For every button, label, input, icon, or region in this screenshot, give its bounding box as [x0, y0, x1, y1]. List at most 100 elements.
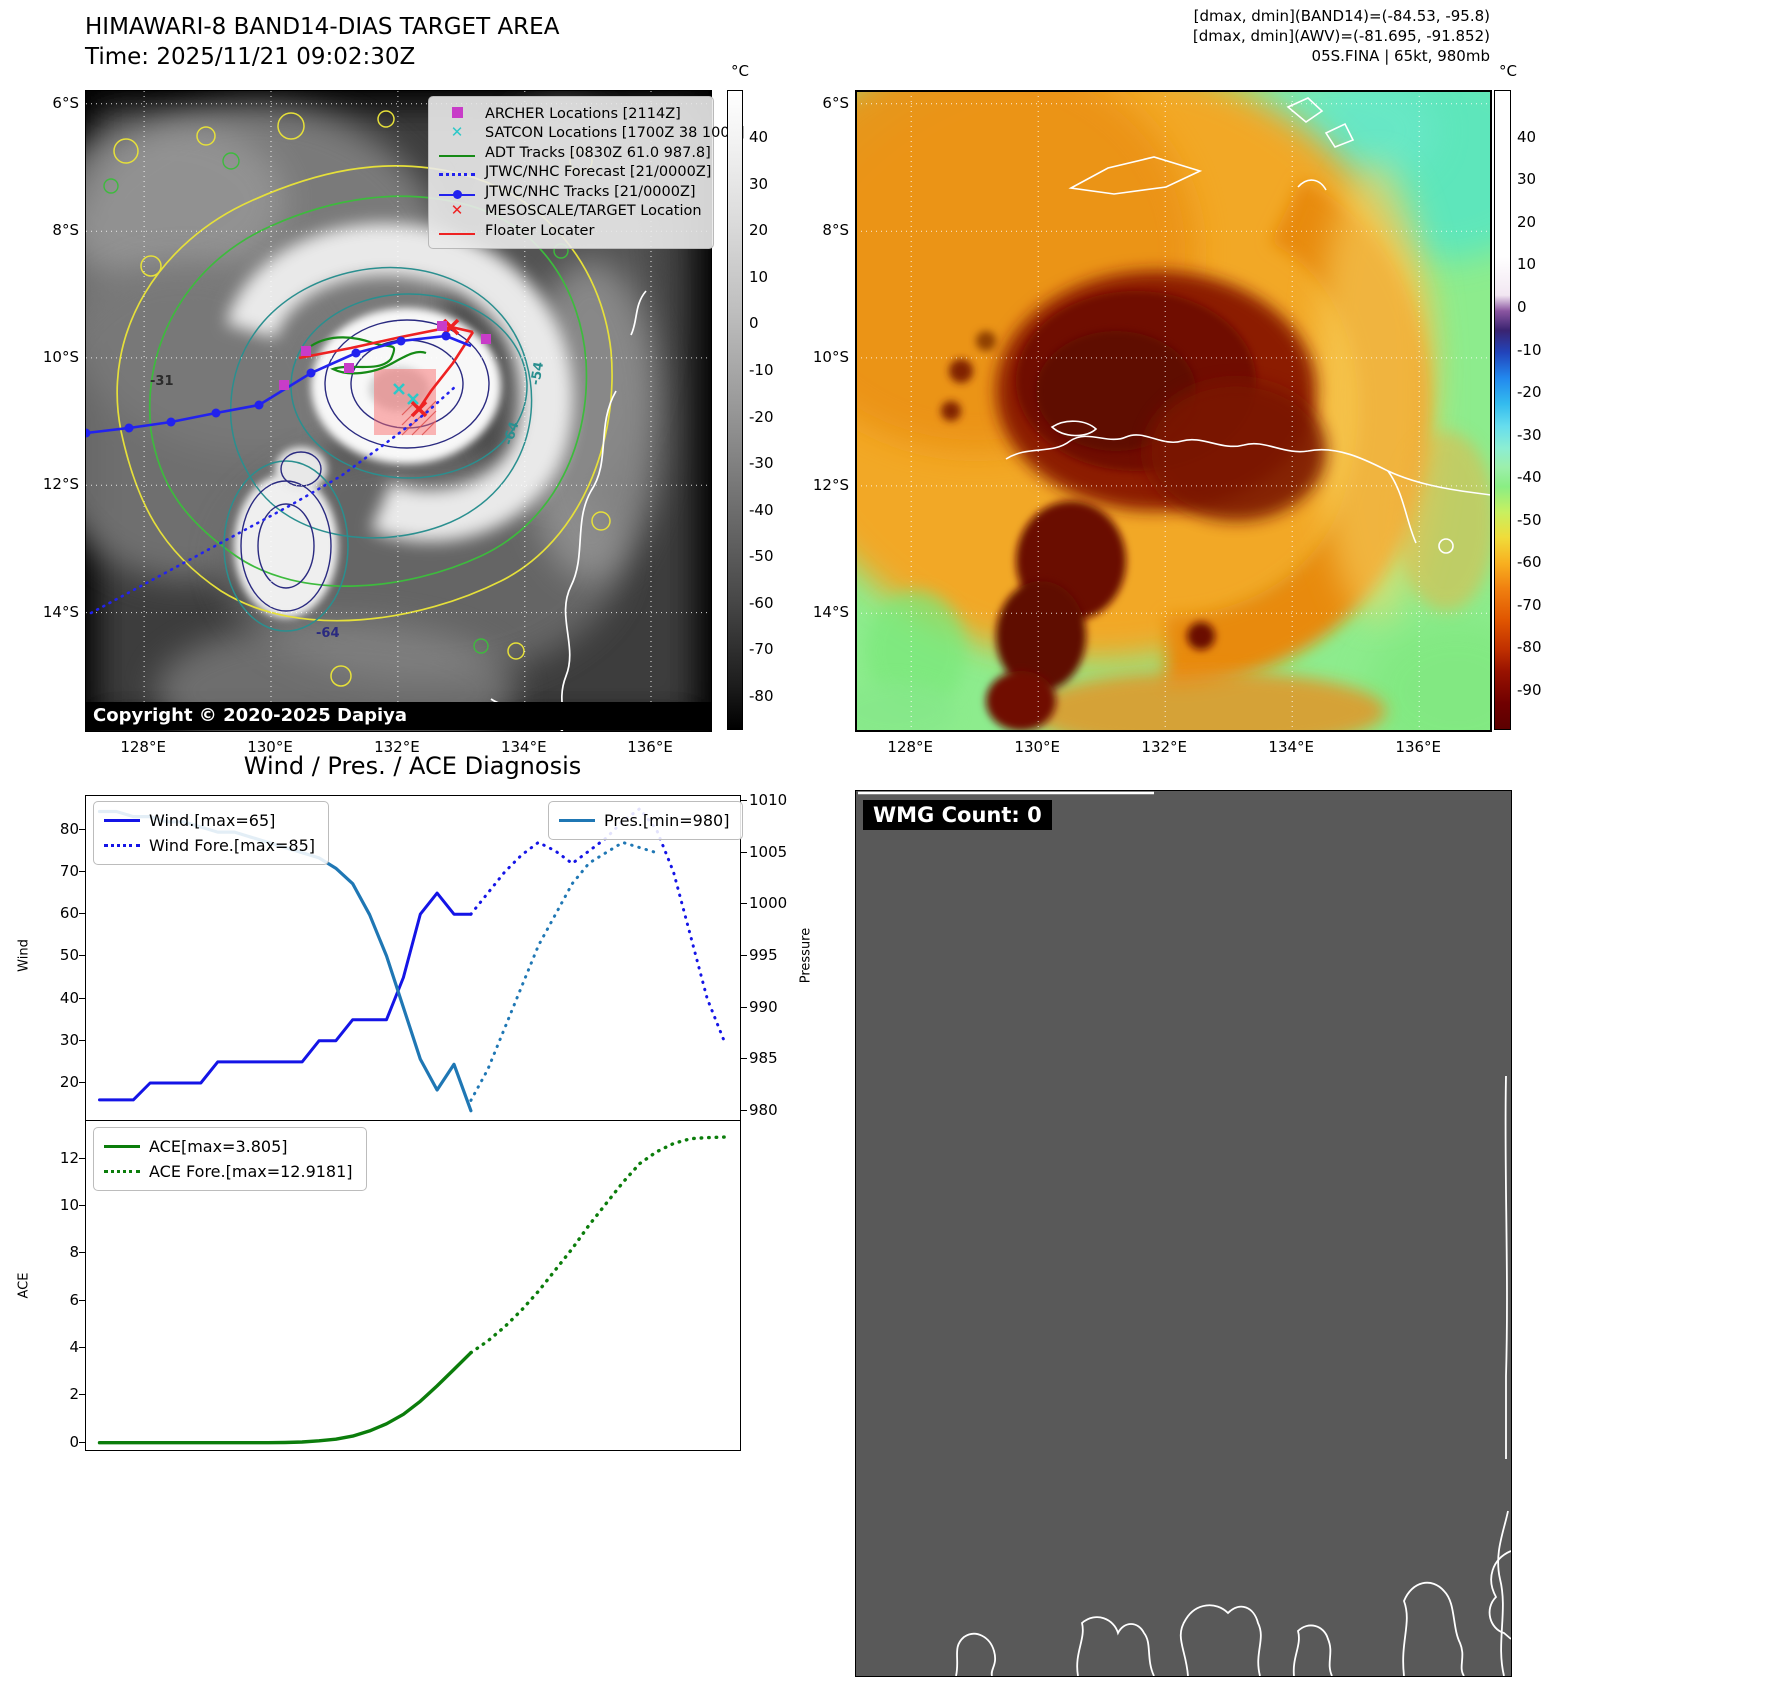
legend-item: Wind.[max=65]	[104, 808, 315, 833]
tick-mark	[79, 1082, 85, 1084]
y-tick-label: 6°S	[52, 93, 79, 112]
colorbar-unit: °C	[731, 62, 749, 80]
tick-mark	[79, 1205, 85, 1207]
colorbar-tick-label: -70	[1517, 595, 1542, 614]
ace-axis-label: ACE	[16, 1272, 32, 1299]
solid-line-swatch	[104, 1145, 140, 1148]
colorbar-tick-label: 0	[749, 314, 759, 333]
colorbar-tick-label: -60	[749, 593, 774, 612]
tick-mark	[79, 1252, 85, 1254]
x-tick-label: 134°E	[1268, 738, 1315, 756]
band14-colorbar	[727, 90, 743, 730]
y-tick-label: 1000	[749, 894, 788, 913]
awv-satellite-image	[856, 91, 1491, 731]
y-tick-label: 10°S	[42, 347, 79, 366]
awv-header-line: [dmax, dmin](BAND14)=(-84.53, -95.8)	[1193, 7, 1490, 25]
y-tick-label: 2	[69, 1385, 79, 1404]
y-tick-label: 6	[69, 1290, 79, 1309]
cold-cloud-core	[941, 271, 1326, 731]
coastline	[858, 791, 1511, 1676]
legend-item: Wind Fore.[max=85]	[104, 833, 315, 858]
track-point-dot	[453, 190, 462, 200]
dotted-swatch	[439, 173, 475, 177]
colorbar-tick-label: 40	[1517, 127, 1537, 146]
colorbar-tick-label: -10	[1517, 340, 1542, 359]
tick-mark	[79, 871, 85, 873]
band14-title: HIMAWARI-8 BAND14-DIAS TARGET AREA	[85, 14, 560, 40]
x-marker: ✕	[438, 125, 476, 141]
wmg-count-badge: WMG Count: 0	[863, 800, 1052, 830]
tick-mark	[79, 955, 85, 957]
colorbar-tick-label: -30	[1517, 425, 1542, 444]
y-tick-label: 40	[59, 988, 79, 1007]
band14-time: Time: 2025/11/21 09:02:30Z	[85, 44, 416, 70]
awv-colorbar	[1494, 90, 1511, 730]
y-tick-label: 12°S	[812, 475, 849, 494]
colorbar-tick-label: -50	[1517, 510, 1542, 529]
coastline	[1005, 97, 1491, 554]
adt-track	[310, 336, 427, 375]
colorbar-tick-label: 40	[749, 127, 769, 146]
legend-item: Pres.[min=980]	[559, 808, 729, 833]
ace-plot	[97, 1135, 726, 1445]
dotted-line-swatch	[104, 844, 140, 847]
tick-mark	[741, 1058, 747, 1060]
target-area-box	[374, 369, 437, 436]
x-marker: ✕	[438, 203, 476, 219]
x-tick-label: 136°E	[627, 738, 673, 756]
y-tick-label: 12°S	[42, 475, 79, 494]
colorbar-tick-label: -80	[749, 687, 774, 706]
colorbar-tick-label: 30	[1517, 170, 1537, 189]
legend-item: JTWC/NHC Forecast [21/0000Z]	[438, 163, 711, 183]
x-tick-label: 130°E	[247, 738, 293, 756]
series-line	[98, 891, 473, 1102]
tick-mark	[79, 913, 85, 915]
pressure-axis-label: Pressure	[798, 927, 814, 984]
map-border	[856, 91, 1491, 731]
y-tick-label: 4	[69, 1338, 79, 1357]
x-tick-label: 128°E	[120, 738, 166, 756]
wmg-panel	[855, 790, 1512, 1677]
tick-mark	[741, 1007, 747, 1009]
legend-label: ACE Fore.[max=12.9181]	[149, 1162, 353, 1181]
series-line	[469, 1135, 726, 1355]
legend-label: MESOSCALE/TARGET Location	[485, 203, 702, 220]
tick-mark	[741, 903, 747, 905]
line-dot-swatch	[439, 190, 475, 200]
y-tick-label: 8°S	[52, 221, 79, 240]
colorbar-tick-label: 30	[749, 174, 769, 193]
legend-item: ADT Tracks [0830Z 61.0 987.8]	[438, 143, 711, 163]
awv-header-line: [dmax, dmin](AWV)=(-81.695, -91.852)	[1192, 27, 1490, 45]
copyright-banner: Copyright © 2020-2025 Dapiya	[85, 702, 711, 730]
line-marker	[438, 145, 476, 161]
colorbar-tick-label: 10	[1517, 255, 1537, 274]
y-tick-label: 10	[59, 1196, 79, 1215]
colorbar-tick-label: -40	[1517, 468, 1542, 487]
colorbar-tick-label: 20	[749, 221, 769, 240]
y-tick-label: 10°S	[812, 347, 849, 366]
contour-label: -64	[316, 626, 340, 641]
tick-mark	[79, 1158, 85, 1160]
dotted-marker	[438, 164, 476, 180]
y-tick-label: 12	[59, 1148, 79, 1167]
awv-map	[855, 90, 1492, 732]
wind-legend: Wind.[max=65] Wind Fore.[max=85]	[93, 801, 329, 865]
legend-label: ARCHER Locations [2114Z]	[485, 105, 681, 122]
colorbar-tick-label: -20	[749, 407, 774, 426]
series-line	[469, 807, 726, 1043]
line-marker	[438, 223, 476, 239]
y-tick-label: 30	[59, 1030, 79, 1049]
awv-colorbar-gradient	[1495, 91, 1510, 729]
line-swatch	[439, 232, 475, 235]
x-tick-label: 132°E	[1141, 738, 1188, 756]
contour-label: -31	[150, 374, 174, 389]
square-marker	[438, 106, 476, 122]
colorbar-tick-label: -20	[1517, 383, 1542, 402]
y-tick-label: 14°S	[812, 603, 849, 622]
colorbar-tick-label: -30	[749, 454, 774, 473]
wind-axis-label: Wind	[16, 939, 32, 972]
colorbar-tick-label: 0	[1517, 297, 1527, 316]
awv-header-line: 05S.FINA | 65kt, 980mb	[1311, 47, 1490, 65]
x-tick-label: 128°E	[887, 738, 934, 756]
